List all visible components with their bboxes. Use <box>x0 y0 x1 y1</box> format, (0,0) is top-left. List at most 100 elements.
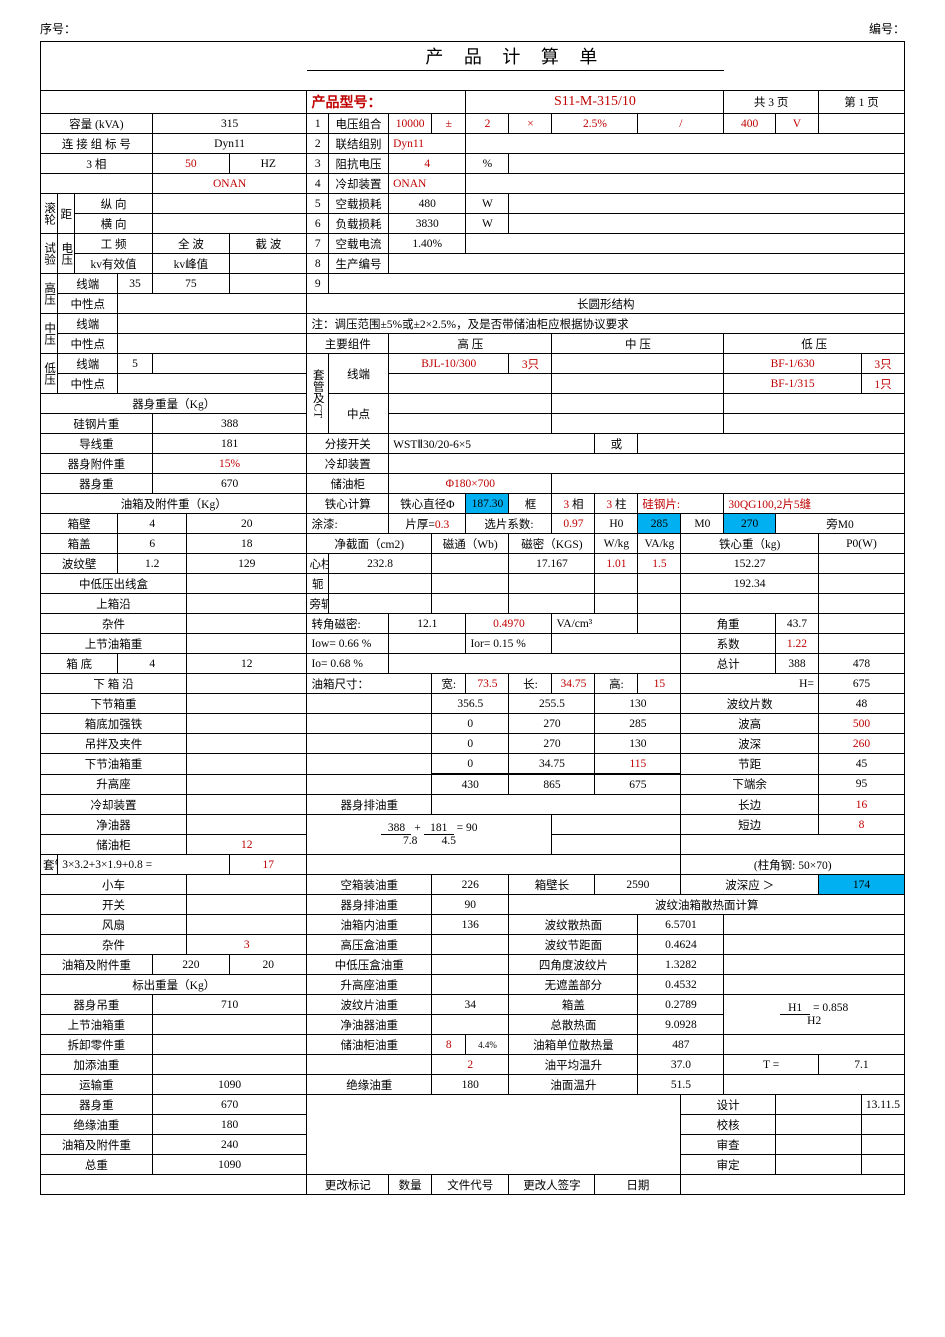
ior-v: 0.15 <box>493 638 513 650</box>
empty-tank-v: 226 <box>432 875 509 895</box>
pages-total: 共 3 页 <box>724 91 819 114</box>
unit-heat-label: 油箱单位散热量 <box>509 1035 638 1055</box>
heat-title: 波纹油箱散热面计算 <box>509 895 905 915</box>
col-label: 柱 <box>615 499 627 511</box>
inner-oil-v: 136 <box>432 915 509 935</box>
tap-or: 或 <box>595 434 638 454</box>
r3-label: 阻抗电压 <box>328 154 388 174</box>
bushing-label: 套管及CT <box>307 354 328 434</box>
lv-label: 低压 <box>41 354 58 394</box>
tank-acc-v1: 220 <box>152 955 229 975</box>
hv-terminal-v1: 35 <box>118 274 152 294</box>
code-label: 编号： <box>869 20 905 37</box>
add-oil-label: 加添油重 <box>41 1055 153 1075</box>
mv-neutral-label: 中性点 <box>58 334 118 354</box>
body-oil-label: 器身排油重 <box>307 895 432 915</box>
main-lv: 低 压 <box>724 334 905 354</box>
conservator-oil-v: 8 <box>432 1035 466 1055</box>
r5-n: 5 <box>307 194 328 214</box>
thick-v: 0.3 <box>435 519 449 531</box>
capacity-label: 容量 (kVA) <box>41 114 153 134</box>
pf-label: 工 频 <box>75 234 152 254</box>
avg-temp-label: 油平均温升 <box>509 1055 638 1075</box>
inner-oil-label: 油箱内油重 <box>307 915 432 935</box>
lower-oil-label: 下节油箱重 <box>41 754 187 775</box>
wall-len-label: 箱壁长 <box>509 875 595 895</box>
corrugated-count-label: 波纹片数 <box>681 694 819 714</box>
w-label: 宽: <box>441 679 456 691</box>
long-side-v: 16 <box>818 795 904 815</box>
h-label: 高: <box>609 679 624 691</box>
H-label: H= <box>799 678 814 690</box>
m0-v: 270 <box>724 514 776 534</box>
angle-density-v: 12.1 <box>389 614 466 634</box>
misc2-label: 杂件 <box>41 935 187 955</box>
bushing-lv1: BF-1/630 <box>724 354 862 374</box>
design-date: 13.11.5 <box>861 1095 904 1115</box>
fe-wt-label: 铁心重（kg) <box>681 534 819 554</box>
mv-terminal-label: 线端 <box>58 314 118 334</box>
mw-total-v: 1090 <box>152 1155 307 1175</box>
mw-ins-oil-label: 绝缘油重 <box>41 1115 153 1135</box>
body-lift-v: 710 <box>152 995 307 1015</box>
raise-label: 升高座 <box>41 774 187 795</box>
angle-density-label: 转角磁密: <box>307 614 389 634</box>
angle-va: 0.4970 <box>466 614 552 634</box>
tank-acc-label: 油箱及附件重 <box>41 955 153 975</box>
bushing-center: 中点 <box>328 394 388 434</box>
heat-area-v: 6.5701 <box>638 915 724 935</box>
tank-wall-v: 20 <box>187 514 307 534</box>
paint-label: 涂漆: <box>307 514 389 534</box>
td-r1-2: 130 <box>595 694 681 714</box>
td-r4-0: 0 <box>432 754 509 775</box>
misc-label: 杂件 <box>41 614 187 634</box>
body-label: 器身重 <box>41 474 153 494</box>
cooling-label3: 冷却装置 <box>41 795 187 815</box>
lv-terminal-label: 线端 <box>58 354 118 374</box>
bottom-v: 12 <box>187 654 307 674</box>
change-mark-label: 更改标记 <box>307 1175 389 1195</box>
r6-unit: W <box>466 214 509 234</box>
freq-value: 50 <box>152 154 229 174</box>
empty-tank-label: 空箱装油重 <box>307 875 432 895</box>
l-label: 长: <box>523 679 538 691</box>
mv-label: 中压 <box>41 314 58 354</box>
bushing-terminal: 线端 <box>328 354 388 394</box>
td-r3-2: 130 <box>595 734 681 754</box>
bushing-lv2-qty: 1只 <box>861 374 904 394</box>
col-n: 3 <box>606 499 612 511</box>
lv-neutral-label: 中性点 <box>58 374 118 394</box>
reinforce-label: 箱底加强铁 <box>41 714 187 734</box>
r7-n: 7 <box>307 234 328 254</box>
oil-tank-label: 储油柜 <box>307 474 389 494</box>
depth-should-v: 174 <box>818 875 904 895</box>
r1-v3: 2.5% <box>552 114 638 134</box>
cooling-left: ONAN <box>152 174 307 194</box>
lower-flange-label: 下 箱 沿 <box>41 674 187 694</box>
bushing-hv: BJL-10/300 <box>389 354 509 374</box>
design-label: 设计 <box>681 1095 776 1115</box>
r3-n: 3 <box>307 154 328 174</box>
td-r2-2: 285 <box>595 714 681 734</box>
ior-label: Ior= <box>470 638 490 650</box>
tank-cover-label: 箱盖 <box>41 534 118 554</box>
td-r4-2: 115 <box>595 754 681 775</box>
pitch-area-label: 波纹节距面 <box>509 935 638 955</box>
struct-label: 长圆形结构 <box>307 294 905 314</box>
thick-label: 片厚= <box>405 519 435 531</box>
mw-ins-oil-v: 180 <box>152 1115 307 1135</box>
lower-tank-label: 下节箱重 <box>41 694 187 714</box>
bottom-t: 4 <box>118 654 187 674</box>
core-frame: 框 <box>509 494 552 514</box>
corrugated-count-v: 48 <box>818 694 904 714</box>
total-wt: 388 <box>775 654 818 674</box>
r1-pm: ± <box>432 114 466 134</box>
mw-body-label: 器身重 <box>41 1095 153 1115</box>
r1-v1: 10000 <box>389 114 432 134</box>
body-acc-value: 15% <box>152 454 307 474</box>
core-title: 铁心计算 <box>307 494 389 514</box>
date-label: 日期 <box>595 1175 681 1195</box>
r9-n: 9 <box>307 274 328 294</box>
r1-n: 1 <box>307 114 328 134</box>
r8-label: 生产编号 <box>328 254 388 274</box>
